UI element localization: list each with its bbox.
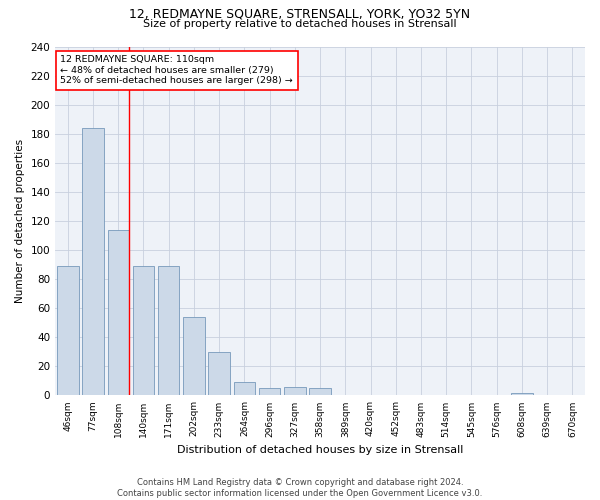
Bar xyxy=(233,382,255,396)
Bar xyxy=(284,386,305,396)
Text: Contains HM Land Registry data © Crown copyright and database right 2024.
Contai: Contains HM Land Registry data © Crown c… xyxy=(118,478,482,498)
Text: Size of property relative to detached houses in Strensall: Size of property relative to detached ho… xyxy=(143,19,457,29)
X-axis label: Distribution of detached houses by size in Strensall: Distribution of detached houses by size … xyxy=(177,445,463,455)
Bar xyxy=(183,317,205,396)
Text: 12 REDMAYNE SQUARE: 110sqm
← 48% of detached houses are smaller (279)
52% of sem: 12 REDMAYNE SQUARE: 110sqm ← 48% of deta… xyxy=(61,55,293,85)
Bar xyxy=(107,230,129,396)
Bar xyxy=(259,388,280,396)
Bar xyxy=(57,266,79,396)
Bar xyxy=(158,266,179,396)
Bar xyxy=(82,128,104,396)
Text: 12, REDMAYNE SQUARE, STRENSALL, YORK, YO32 5YN: 12, REDMAYNE SQUARE, STRENSALL, YORK, YO… xyxy=(130,8,470,20)
Bar xyxy=(208,352,230,396)
Bar xyxy=(511,392,533,396)
Bar xyxy=(133,266,154,396)
Y-axis label: Number of detached properties: Number of detached properties xyxy=(15,139,25,303)
Bar xyxy=(310,388,331,396)
